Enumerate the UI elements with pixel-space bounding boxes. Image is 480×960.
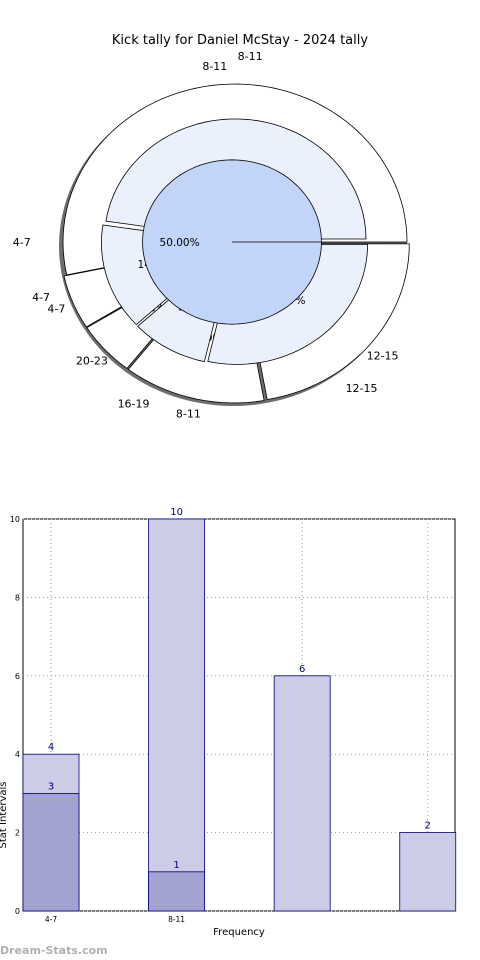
bar-value-label-0-1: 10 [170, 507, 183, 518]
pie-label-2-0: 4-7 [13, 236, 31, 249]
y-tick-label-4: 8 [15, 593, 20, 602]
watermark: Dream-Stats.com [0, 944, 108, 957]
pie-label-0-4: 12-15 [367, 350, 399, 363]
pie-title: Kick tally for Daniel McStay - 2024 tall… [112, 33, 368, 48]
y-tick-label-1: 2 [15, 829, 20, 838]
bar-0-2 [273, 675, 331, 912]
y-tick-label-3: 6 [15, 672, 20, 681]
bar-1-0 [22, 793, 80, 912]
pie-pct-2-0: 50.00% [160, 237, 200, 249]
bar-value-label-1-0: 3 [48, 781, 54, 792]
pie-slice-2-0 [142, 159, 322, 325]
pie-label-1-3: 12-15 [346, 382, 378, 395]
y-tick-label-0: 0 [15, 907, 20, 916]
bar-value-label-0-0: 4 [48, 742, 54, 753]
bar-0-3 [399, 832, 457, 912]
pie-label-0-1: 4-7 [47, 302, 65, 315]
y-tick-label-2: 4 [15, 750, 20, 759]
pie-label-0-2: 20-23 [76, 354, 108, 367]
bar-value-label-1-1: 1 [173, 860, 179, 871]
bar-0-1 [148, 518, 205, 912]
bar-value-label-0-2: 6 [299, 664, 305, 675]
pie-label-1-1: 4-7 [32, 291, 50, 304]
bar-1-1 [148, 871, 205, 912]
x-axis-label: Frequency [213, 927, 265, 938]
pie-label-1-0: 8-11 [238, 50, 263, 63]
bar-value-label-0-3: 2 [425, 821, 431, 832]
pie-label-1-2: 16-19 [118, 397, 150, 410]
x-tick-label-0: 4-7 [45, 915, 57, 924]
pie-label-0-3: 8-11 [176, 408, 201, 421]
y-axis-label: Stat Intervals [0, 781, 9, 848]
plot-frame [22, 518, 456, 912]
x-tick-label-1: 8-11 [168, 915, 185, 924]
y-tick-label-5: 10 [10, 515, 20, 524]
pie-label-0-0: 8-11 [202, 60, 227, 73]
